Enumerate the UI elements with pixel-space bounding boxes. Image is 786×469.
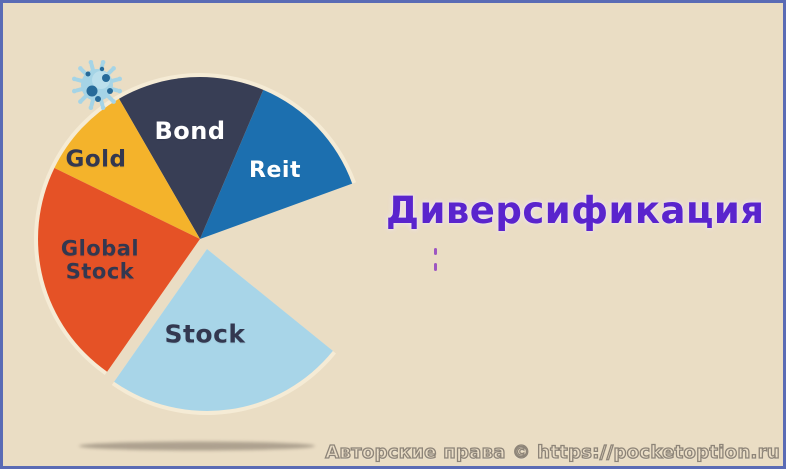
pie-ground-shadow: [79, 441, 315, 451]
pie-slice-global-stock: [38, 168, 201, 372]
text-artifact-mark-2: [434, 263, 437, 271]
pie-chart: [34, 73, 356, 416]
text-artifact-mark-1: [434, 248, 437, 255]
pie-slice-reit: [200, 89, 353, 240]
pie-slice-bond: [119, 77, 264, 239]
pie-slice-stock: [114, 249, 333, 411]
page-title: Диверсификация: [386, 189, 765, 232]
pie-slice-gold: [54, 98, 201, 239]
virus-icon: [72, 60, 122, 110]
copyright-watermark: Авторские права © https://pocketoption.r…: [325, 441, 781, 463]
pie-chart-canvas: [34, 60, 356, 451]
